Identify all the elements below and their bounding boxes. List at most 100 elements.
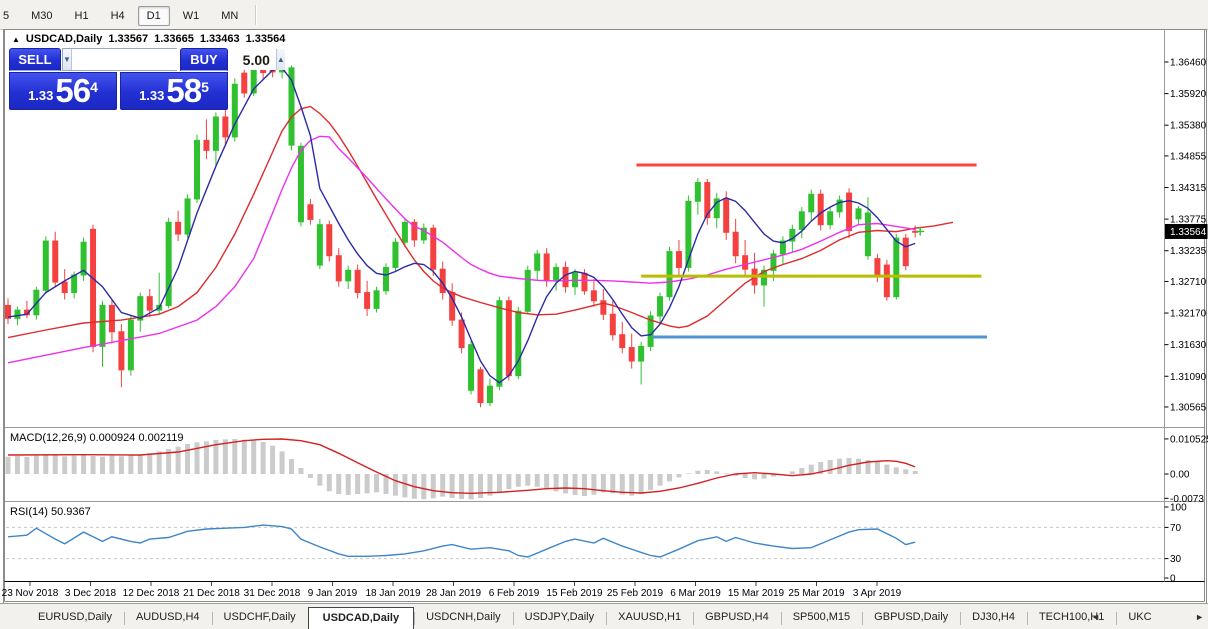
buy-price-button[interactable]: 1.33 58 5 <box>120 72 228 110</box>
chart-tab-gbpusd-daily[interactable]: GBPUSD,Daily <box>862 607 960 629</box>
candle-body-bull <box>657 296 664 317</box>
candle-body-bear <box>5 304 11 319</box>
candle-body-bull <box>194 139 200 200</box>
candle-body-bull <box>855 208 862 220</box>
date-axis-label: 9 Jan 2019 <box>308 588 358 599</box>
date-axis-label: 31 Dec 2018 <box>244 588 301 599</box>
candle-body-bull <box>137 296 144 321</box>
price-scale[interactable] <box>1166 30 1208 600</box>
date-axis-label: 28 Jan 2019 <box>426 588 481 599</box>
sell-button[interactable]: SELL <box>9 48 61 71</box>
chart-window <box>3 29 1207 604</box>
candle-body-bear <box>874 258 881 277</box>
ohlc-high: 1.33665 <box>154 33 194 45</box>
chart-tab-xauusd-h1[interactable]: XAUUSD,H1 <box>606 607 693 629</box>
candle-body-bear <box>732 231 739 257</box>
candle-body-bull <box>836 199 843 213</box>
time-scale[interactable] <box>5 582 1165 601</box>
price-axis-label: 1.32710 <box>1170 277 1207 288</box>
candle-body-bull <box>345 269 352 282</box>
timeframe-button-w1[interactable]: W1 <box>182 9 200 22</box>
date-axis-label: 23 Nov 2018 <box>2 588 59 599</box>
date-axis-label: 6 Feb 2019 <box>489 588 540 599</box>
ma-medium-red-line <box>7 105 954 339</box>
candle-body-bull <box>316 224 323 266</box>
candle-body-bear <box>90 228 97 347</box>
candle-body-bull <box>694 182 701 202</box>
tab-scroll-left-icon[interactable]: ◄ <box>1091 612 1100 622</box>
chart-tab-audusd-h4[interactable]: AUDUSD,H4 <box>123 607 212 629</box>
candle-body-bear <box>581 272 588 292</box>
current-price-badge-text: 1.33564 <box>1170 227 1207 238</box>
chart-tab-bar: EURUSD,Daily AUDUSD,H4 USDCHF,Daily USDCAD,… <box>0 603 1208 629</box>
chart-tab-tech100-h1[interactable]: TECH100,H1 <box>1026 607 1116 629</box>
timeframe-button-d1[interactable]: D1 <box>137 5 170 26</box>
buy-button[interactable]: BUY <box>180 48 228 71</box>
price-axis-label: 1.33775 <box>1170 215 1207 226</box>
last-price-marker <box>916 227 925 236</box>
volume-decrease-icon[interactable]: ▼ <box>63 49 72 70</box>
candle-body-bull <box>553 266 560 282</box>
candle-body-bear <box>61 281 68 294</box>
candle-body-bear <box>883 264 890 298</box>
date-axis-label: 15 Mar 2019 <box>728 588 785 599</box>
volume-input[interactable] <box>71 49 276 70</box>
candle-body-bear <box>609 313 616 336</box>
chart-tab-eurusd-daily[interactable]: EURUSD,Daily <box>38 611 112 623</box>
candle-body-bear <box>241 72 248 94</box>
collapse-trade-panel-icon[interactable]: ▲ <box>12 34 20 44</box>
one-click-trade-panel: SELL ▼ ▲ BUY 1.33 56 4 1.33 58 5 <box>9 48 285 110</box>
macd-axis-label: -0.0073 <box>1170 494 1204 505</box>
candle-body-bear <box>222 116 229 138</box>
candle-body-bull <box>297 145 304 223</box>
timeframe-button-mn[interactable]: MN <box>221 9 239 22</box>
chart-tab-usdjpy-daily[interactable]: USDJPY,Daily <box>512 607 607 629</box>
buy-price-big: 58 <box>166 72 202 109</box>
candle-body-bear <box>364 292 371 309</box>
candle-body-bear <box>619 334 626 349</box>
chart-tab-ukc[interactable]: UKC <box>1116 607 1163 629</box>
candle-body-bull <box>808 193 815 213</box>
sell-price-button[interactable]: 1.33 56 4 <box>9 72 117 110</box>
timeframe-button-5[interactable]: 5 <box>3 9 10 22</box>
candle-body-bear <box>505 300 512 377</box>
candle-body-bear <box>590 290 597 302</box>
date-axis-label: 18 Jan 2019 <box>365 588 420 599</box>
timeframe-button-m30[interactable]: M30 <box>31 9 53 22</box>
candle-body-bear <box>742 255 749 270</box>
candle-body-bear <box>430 227 437 270</box>
candle-body-bull <box>14 309 21 319</box>
candle-body-bull <box>534 253 541 271</box>
candle-body-bull <box>638 345 645 362</box>
candle-body-bear <box>335 255 342 282</box>
tab-scroll-right-icon[interactable]: ► <box>1195 612 1204 622</box>
chart-tab-sp500-m15[interactable]: SP500,M15 <box>780 607 862 629</box>
chart-tab-usdcnh-daily[interactable]: USDCNH,Daily <box>414 607 513 629</box>
chart-tab-gbpusd-h4[interactable]: GBPUSD,H4 <box>693 607 781 629</box>
volume-increase-icon[interactable]: ▲ <box>275 49 285 70</box>
current-price-badge <box>1165 223 1208 239</box>
candle-body-bull <box>770 253 777 271</box>
timeframe-button-h1[interactable]: H1 <box>74 9 89 22</box>
candle-body-bull <box>420 227 427 241</box>
candle-body-bull <box>42 240 49 291</box>
chart-tab-usdcad-daily[interactable]: USDCAD,Daily <box>307 607 415 629</box>
candle-body-bear <box>600 300 607 315</box>
macd-label: MACD(12,26,9) 0.000924 0.002119 <box>10 432 184 444</box>
timeframe-button-h4[interactable]: H4 <box>110 9 125 22</box>
candle-body-bear <box>817 193 824 226</box>
ohlc-low: 1.33463 <box>199 33 240 45</box>
candle-body-bear <box>543 253 550 282</box>
candle-body-bull <box>288 67 295 146</box>
candle-body-bear <box>108 304 115 333</box>
date-axis-label: 25 Feb 2019 <box>607 588 664 599</box>
chart-tab-dj30-h4[interactable]: DJ30,H4 <box>960 607 1027 629</box>
chart-tab-usdchf-daily[interactable]: USDCHF,Daily <box>211 607 308 629</box>
candle-body-bull <box>401 221 408 243</box>
candle-body-bull <box>486 385 493 404</box>
rsi-axis-label: 30 <box>1170 554 1182 565</box>
candle-body-bull <box>685 200 692 268</box>
macd-axis-label: 0.00 <box>1170 470 1190 481</box>
price-axis-label: 1.35920 <box>1170 89 1207 100</box>
